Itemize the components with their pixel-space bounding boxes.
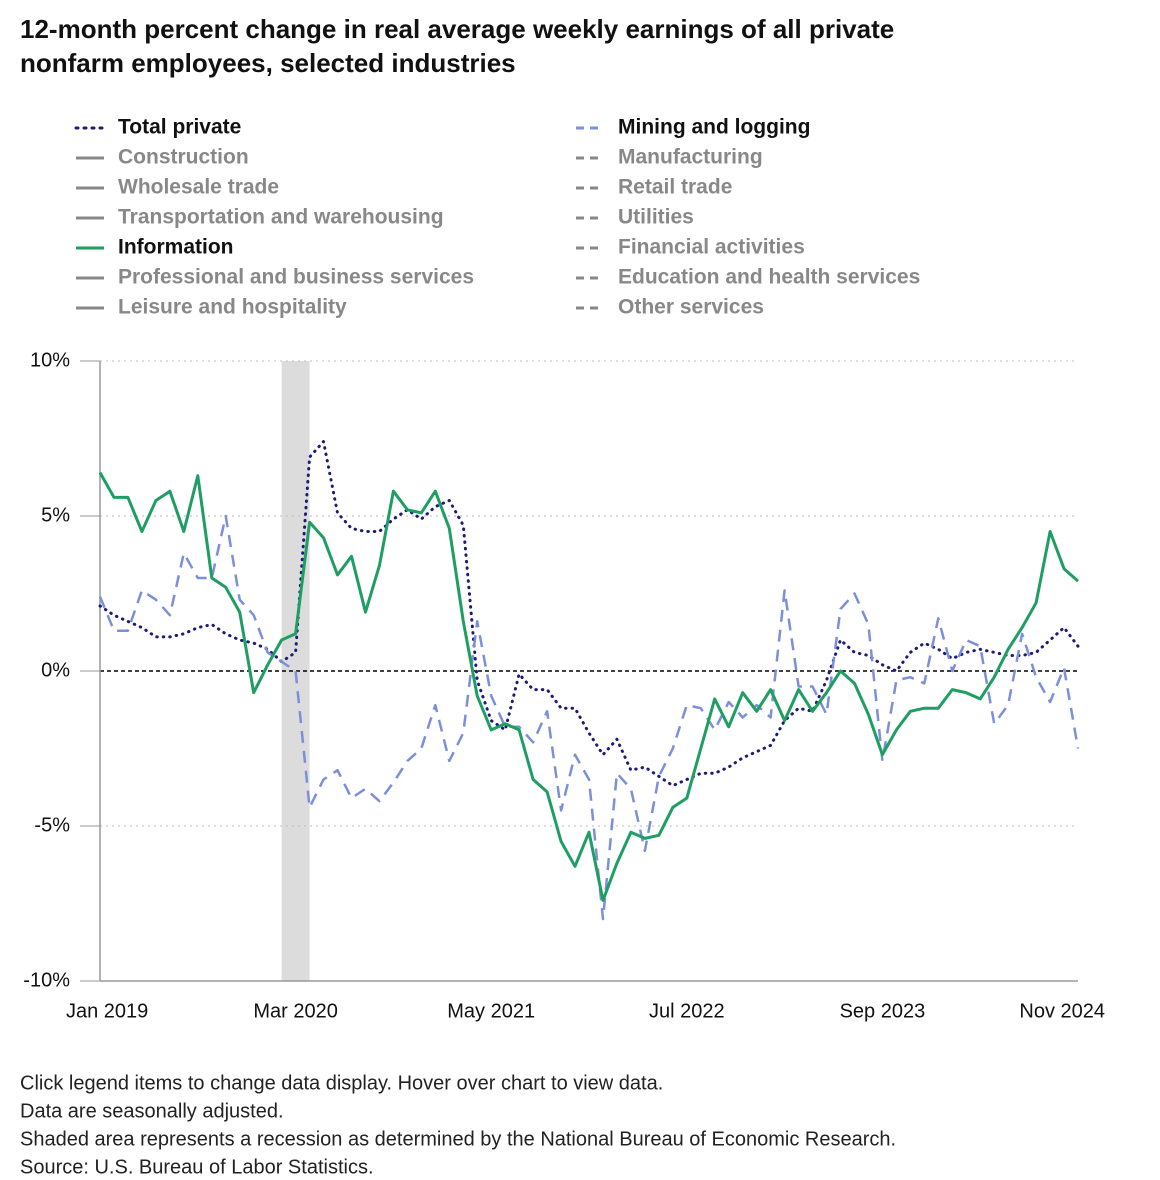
legend-label[interactable]: Retail trade [618,176,732,199]
title-box: 12-month percent change in real average … [20,14,895,78]
chart-title: 12-month percent change in real average … [20,14,895,78]
x-tick-label: May 2021 [447,1000,535,1022]
legend-label[interactable]: Leisure and hospitality [118,296,347,319]
legend-label[interactable]: Information [118,236,234,259]
y-tick-label: -10% [23,969,70,991]
legend-label[interactable]: Financial activities [618,236,805,259]
x-tick-label: Nov 2024 [1019,1000,1105,1022]
legend-label[interactable]: Utilities [618,206,694,229]
series-line [98,471,1079,902]
footnote: Click legend items to change data displa… [20,1072,663,1094]
legend-label[interactable]: Manufacturing [618,146,763,169]
y-tick-label: 10% [30,349,70,371]
y-tick-label: 5% [41,504,70,526]
legend-label[interactable]: Mining and logging [618,116,810,139]
x-tick-label: Jan 2019 [66,1000,148,1022]
footnote: Source: U.S. Bureau of Labor Statistics. [20,1156,374,1178]
legend-label[interactable]: Transportation and warehousing [118,206,444,229]
x-tick-label: Mar 2020 [253,1000,338,1022]
series-line [98,514,1080,921]
y-tick-label: 0% [41,659,70,681]
x-tick-label: Sep 2023 [840,1000,926,1022]
legend-label[interactable]: Other services [618,296,764,319]
legend-label[interactable]: Professional and business services [118,266,474,289]
legend-label[interactable]: Wholesale trade [118,176,279,199]
footnote: Shaded area represents a recession as de… [20,1128,896,1150]
legend-label[interactable]: Construction [118,146,249,169]
x-tick-label: Jul 2022 [649,1000,725,1022]
legend-label[interactable]: Total private [118,116,241,139]
footnote: Data are seasonally adjusted. [20,1100,284,1122]
y-tick-label: -5% [34,814,70,836]
series-line [98,440,1080,788]
legend-label[interactable]: Education and health services [618,266,920,289]
